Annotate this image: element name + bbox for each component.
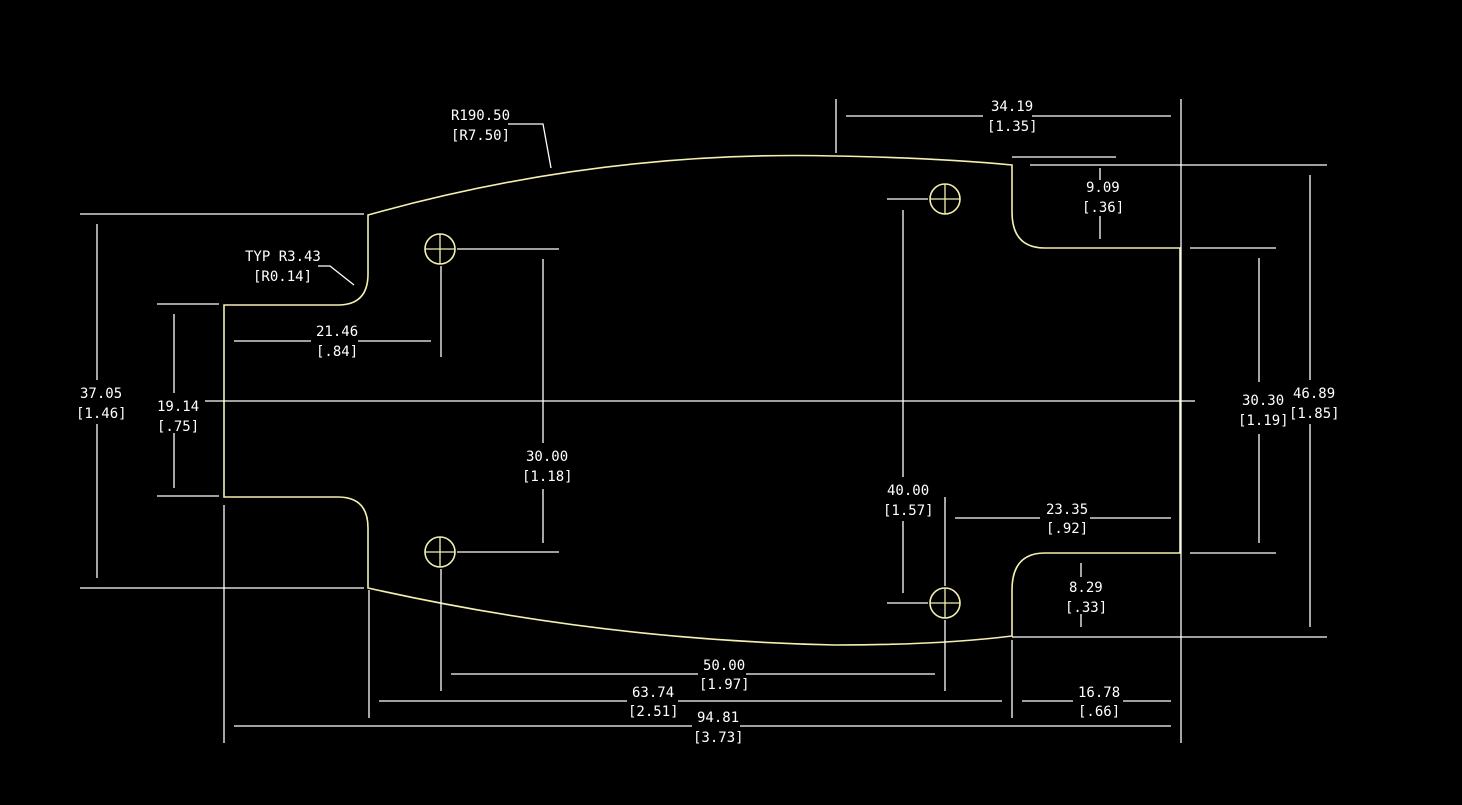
dim-top-width: 34.19 [1.35]: [987, 99, 1038, 135]
svg-text:[3.73]: [3.73]: [693, 730, 744, 746]
hole-top-right: [929, 183, 961, 215]
svg-text:34.19: 34.19: [991, 99, 1033, 115]
svg-text:94.81: 94.81: [697, 710, 739, 726]
dim-overall-length: 94.81 [3.73]: [693, 710, 744, 746]
dimension-lines: [80, 99, 1327, 743]
svg-text:TYP R3.43: TYP R3.43: [245, 249, 321, 265]
dim-left-hole-spacing: 30.00 [1.18]: [522, 449, 573, 485]
svg-text:[1.85]: [1.85]: [1289, 406, 1340, 422]
dim-notch-top-depth: 9.09 [.36]: [1082, 180, 1124, 216]
svg-text:[R0.14]: [R0.14]: [253, 269, 312, 285]
radius-corner-label: TYP R3.43 [R0.14]: [245, 249, 321, 285]
svg-text:[1.18]: [1.18]: [522, 469, 573, 485]
svg-text:8.29: 8.29: [1069, 580, 1103, 596]
radius-main-label: R190.50 [R7.50]: [451, 108, 510, 144]
dim-left-height: 37.05 [1.46]: [76, 386, 127, 422]
svg-text:19.14: 19.14: [157, 399, 199, 415]
svg-text:37.05: 37.05: [80, 386, 122, 402]
svg-text:[.66]: [.66]: [1078, 704, 1120, 720]
dim-tab-height: 19.14 [.75]: [157, 399, 199, 435]
dim-body-length: 63.74 [2.51]: [628, 685, 679, 720]
svg-text:23.35: 23.35: [1046, 502, 1088, 518]
svg-text:[.33]: [.33]: [1065, 600, 1107, 616]
svg-text:50.00: 50.00: [703, 658, 745, 674]
svg-text:[1.97]: [1.97]: [699, 677, 750, 693]
svg-text:R190.50: R190.50: [451, 108, 510, 124]
svg-text:63.74: 63.74: [632, 685, 674, 701]
svg-text:21.46: 21.46: [316, 324, 358, 340]
svg-text:[1.46]: [1.46]: [76, 406, 127, 422]
svg-text:[.75]: [.75]: [157, 419, 199, 435]
svg-text:[.84]: [.84]: [316, 344, 358, 360]
svg-text:9.09: 9.09: [1086, 180, 1120, 196]
dim-notch-bottom-depth: 8.29 [.33]: [1065, 580, 1107, 616]
svg-text:[.36]: [.36]: [1082, 200, 1124, 216]
hole-bottom-right: [929, 587, 961, 619]
dim-right-end-height: 30.30 [1.19]: [1238, 393, 1289, 429]
svg-text:[1.57]: [1.57]: [883, 503, 934, 519]
part-outline: [223, 154, 1181, 646]
svg-text:16.78: 16.78: [1078, 685, 1120, 701]
svg-text:[R7.50]: [R7.50]: [451, 128, 510, 144]
svg-text:[.92]: [.92]: [1046, 521, 1088, 537]
dim-overall-height: 46.89 [1.85]: [1289, 386, 1340, 422]
hole-top-left: [424, 233, 456, 265]
dim-hole-left-offset: 21.46 [.84]: [316, 324, 358, 360]
dim-hole-x-spacing: 50.00 [1.97]: [699, 658, 750, 693]
svg-text:46.89: 46.89: [1293, 386, 1335, 402]
svg-text:30.30: 30.30: [1242, 393, 1284, 409]
svg-text:[1.19]: [1.19]: [1238, 413, 1289, 429]
svg-text:40.00: 40.00: [887, 483, 929, 499]
svg-text:30.00: 30.00: [526, 449, 568, 465]
hole-bottom-left: [424, 536, 456, 568]
svg-text:[1.35]: [1.35]: [987, 119, 1038, 135]
dim-right-hole-spacing: 40.00 [1.57]: [883, 483, 934, 519]
dim-notch-x-offset: 23.35 [.92]: [1046, 502, 1088, 537]
svg-text:[2.51]: [2.51]: [628, 704, 679, 720]
dim-right-tab-length: 16.78 [.66]: [1078, 685, 1120, 720]
